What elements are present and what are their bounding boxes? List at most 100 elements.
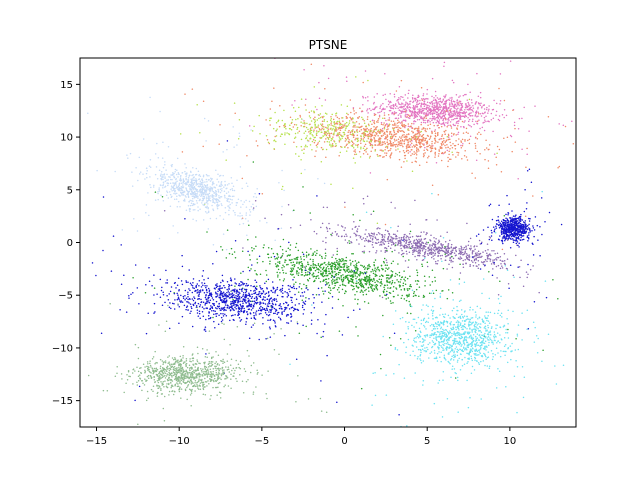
scatter-point: [446, 122, 449, 124]
scatter-point: [428, 144, 431, 147]
scatter-point: [362, 285, 364, 288]
scatter-point: [382, 123, 384, 126]
scatter-point: [397, 138, 400, 140]
scatter-point: [397, 281, 400, 283]
scatter-point: [322, 240, 324, 243]
scatter-point: [308, 115, 311, 117]
scatter-point: [216, 204, 218, 206]
scatter-point: [361, 110, 363, 112]
scatter-point: [540, 197, 543, 199]
scatter-point: [185, 188, 188, 190]
scatter-point: [403, 99, 405, 101]
scatter-point: [340, 276, 342, 278]
scatter-point: [422, 121, 425, 124]
scatter-point: [368, 276, 371, 278]
scatter-point: [296, 126, 299, 129]
scatter-point: [211, 184, 214, 186]
scatter-point: [378, 131, 380, 133]
scatter-point: [256, 144, 259, 147]
scatter-point: [368, 264, 370, 267]
scatter-point: [403, 289, 406, 291]
scatter-point: [206, 193, 208, 196]
scatter-point: [205, 201, 208, 204]
scatter-point: [404, 279, 406, 282]
scatter-point: [194, 194, 197, 197]
scatter-point: [451, 114, 454, 116]
scatter-point: [394, 207, 396, 209]
scatter-point: [401, 244, 403, 247]
scatter-point: [449, 259, 451, 261]
scatter-point: [185, 167, 187, 169]
scatter-point: [389, 135, 392, 138]
scatter-point: [318, 127, 321, 130]
scatter-point: [339, 139, 342, 141]
scatter-point: [338, 277, 340, 279]
scatter-point: [522, 224, 525, 226]
scatter-point: [426, 121, 429, 123]
scatter-point: [441, 134, 444, 136]
scatter-point: [455, 246, 458, 248]
scatter-point: [255, 196, 258, 199]
scatter-point: [146, 176, 148, 179]
scatter-point: [415, 149, 418, 152]
scatter-point: [438, 138, 440, 141]
scatter-point: [448, 98, 450, 101]
scatter-point: [412, 295, 415, 298]
scatter-point: [282, 269, 284, 272]
scatter-point: [380, 280, 382, 283]
scatter-point: [400, 247, 402, 250]
scatter-point: [518, 242, 520, 244]
scatter-point: [558, 123, 560, 125]
scatter-point: [403, 125, 405, 127]
scatter-point: [500, 223, 503, 226]
scatter-point: [421, 259, 424, 262]
scatter-point: [474, 114, 477, 116]
scatter-point: [204, 181, 206, 183]
scatter-point: [209, 186, 211, 188]
scatter-point: [403, 154, 406, 157]
scatter-point: [417, 108, 419, 110]
scatter-point: [513, 224, 516, 226]
scatter-point: [245, 212, 248, 214]
scatter-point: [560, 223, 563, 226]
scatter-point: [167, 182, 170, 185]
scatter-point: [469, 263, 471, 266]
scatter-point: [173, 176, 176, 179]
scatter-point: [418, 139, 420, 142]
scatter-point: [422, 93, 425, 95]
scatter-point: [212, 209, 215, 212]
scatter-point: [442, 137, 445, 140]
scatter-point: [189, 204, 192, 207]
scatter-point: [251, 130, 254, 132]
scatter-point: [475, 111, 478, 114]
scatter-point: [205, 186, 207, 188]
scatter-point: [301, 262, 303, 265]
scatter-point: [335, 126, 337, 129]
scatter-point: [353, 124, 355, 127]
scatter-point: [393, 131, 396, 133]
scatter-point: [341, 137, 343, 139]
scatter-point: [410, 135, 413, 138]
scatter-point: [149, 184, 151, 186]
scatter-point: [480, 242, 483, 245]
scatter-point: [172, 172, 174, 174]
scatter-point: [403, 133, 405, 136]
scatter-point: [374, 141, 376, 143]
scatter-point: [229, 203, 231, 206]
scatter-point: [330, 120, 333, 123]
scatter-point: [229, 198, 232, 201]
scatter-point: [391, 273, 393, 276]
scatter-point: [431, 269, 434, 272]
scatter-point: [440, 123, 442, 125]
scatter-point: [195, 184, 197, 186]
scatter-point: [330, 289, 332, 291]
scatter-point: [468, 98, 471, 101]
scatter-point: [355, 277, 357, 280]
scatter-point: [530, 181, 533, 184]
scatter-point: [544, 220, 546, 223]
scatter-point: [477, 254, 479, 257]
scatter-point: [397, 294, 399, 296]
scatter-point: [330, 124, 332, 126]
scatter-point: [513, 231, 516, 233]
scatter-point: [259, 273, 262, 276]
